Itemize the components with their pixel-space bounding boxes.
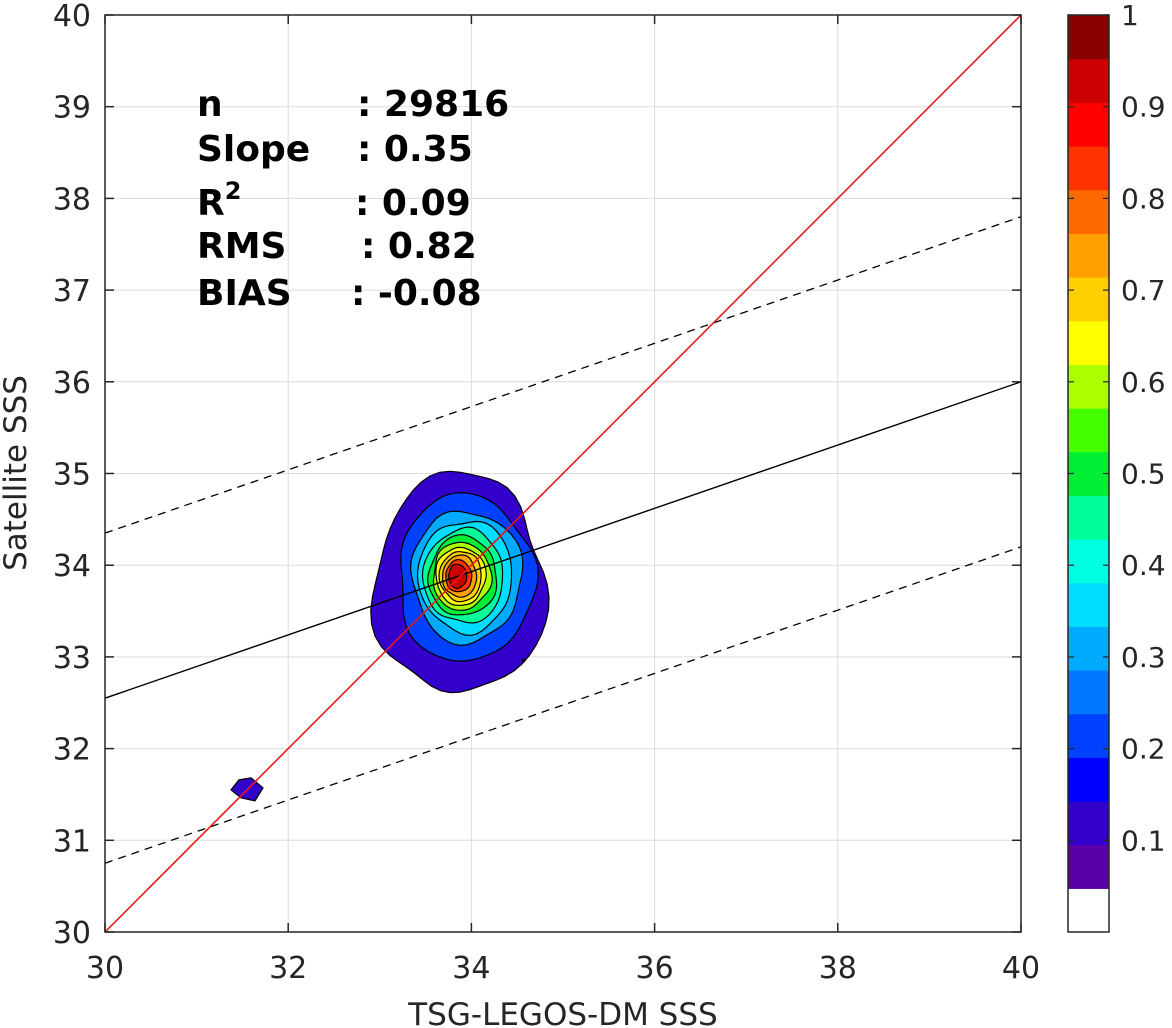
colorbar-segment — [1068, 189, 1109, 234]
colorbar-segment — [1068, 539, 1109, 584]
colorbar-segment — [1068, 102, 1109, 147]
x-tick-label: 36 — [636, 951, 674, 986]
x-tick-label: 34 — [452, 951, 490, 986]
colorbar-tick-label: 0.4 — [1121, 549, 1166, 582]
density-contours — [230, 470, 550, 802]
colorbar-segment — [1068, 757, 1109, 802]
colorbar-tick-label: 0.1 — [1121, 824, 1166, 857]
colorbar-segment — [1068, 408, 1109, 453]
regression-line — [105, 381, 1021, 699]
colorbar-segment — [1068, 146, 1109, 191]
colorbar-segment — [1068, 713, 1109, 758]
y-tick-label: 33 — [53, 641, 91, 676]
stat-value: : 29816 — [357, 84, 509, 125]
stat-value: : 0.09 — [355, 183, 471, 224]
stat-value: : -0.08 — [351, 273, 482, 314]
colorbar-tick-label: 0.6 — [1121, 366, 1166, 399]
colorbar-segment — [1068, 670, 1109, 715]
colorbar-tick-label: 0.2 — [1121, 733, 1166, 766]
colorbar-tick-label: 0.8 — [1121, 182, 1166, 215]
x-axis-label: TSG-LEGOS-DM SSS — [407, 997, 717, 1028]
identity-line — [105, 15, 1021, 932]
colorbar-tick-label: 0.9 — [1121, 91, 1166, 124]
colorbar-segment — [1068, 233, 1109, 278]
stat-label: n — [197, 84, 223, 125]
y-tick-label: 31 — [53, 824, 91, 859]
y-tick-label: 32 — [53, 733, 91, 768]
y-tick-label: 36 — [53, 366, 91, 401]
colorbar-segment — [1068, 15, 1109, 60]
stat-value: : 0.82 — [361, 226, 477, 267]
x-tick-label: 40 — [1002, 951, 1040, 986]
grid-lines — [105, 15, 1021, 932]
colorbar-tick-label: 0.3 — [1121, 641, 1166, 674]
colorbar-segment — [1068, 888, 1109, 933]
stat-label: Slope — [197, 129, 310, 170]
axis-ticks: 30 32 34 36 38 40 30 31 32 33 34 35 36 37 38 39 40 — [53, 0, 1040, 986]
x-tick-label: 30 — [86, 951, 124, 986]
colorbar-segment — [1068, 582, 1109, 627]
colorbar-segment — [1068, 801, 1109, 846]
stat-label: RMS — [197, 226, 286, 267]
y-tick-label: 38 — [53, 182, 91, 217]
stat-value: : 0.35 — [357, 129, 473, 170]
colorbar-segment — [1068, 320, 1109, 365]
y-tick-label: 39 — [53, 91, 91, 126]
colorbar-segment — [1068, 451, 1109, 496]
y-tick-label: 40 — [53, 0, 91, 34]
colorbar-tick-label: 0.5 — [1121, 458, 1166, 491]
x-tick-label: 32 — [269, 951, 307, 986]
lower-bound-dashed-line — [105, 546, 1021, 864]
x-tick-label: 38 — [819, 951, 857, 986]
y-axis-label: Satellite SSS — [0, 375, 34, 571]
y-tick-label: 37 — [53, 274, 91, 309]
colorbar-tick-label: 1 — [1121, 0, 1139, 32]
y-tick-label: 34 — [53, 549, 91, 584]
colorbar: 0.1 0.2 0.3 0.4 0.5 0.6 0.7 0.8 0.9 1 — [1067, 0, 1166, 933]
colorbar-segment — [1068, 364, 1109, 409]
colorbar-segment — [1068, 626, 1109, 671]
reference-lines — [105, 15, 1021, 932]
colorbar-segment — [1068, 495, 1109, 540]
y-tick-label: 35 — [53, 458, 91, 493]
y-tick-label: 30 — [53, 916, 91, 951]
colorbar-tick-label: 0.7 — [1121, 274, 1166, 307]
colorbar-segment — [1068, 58, 1109, 103]
colorbar-segment — [1068, 844, 1109, 889]
isolated-contour-dot — [521, 658, 526, 663]
upper-bound-dashed-line — [105, 216, 1021, 534]
stat-label: BIAS — [197, 273, 292, 314]
colorbar-segment — [1068, 277, 1109, 322]
